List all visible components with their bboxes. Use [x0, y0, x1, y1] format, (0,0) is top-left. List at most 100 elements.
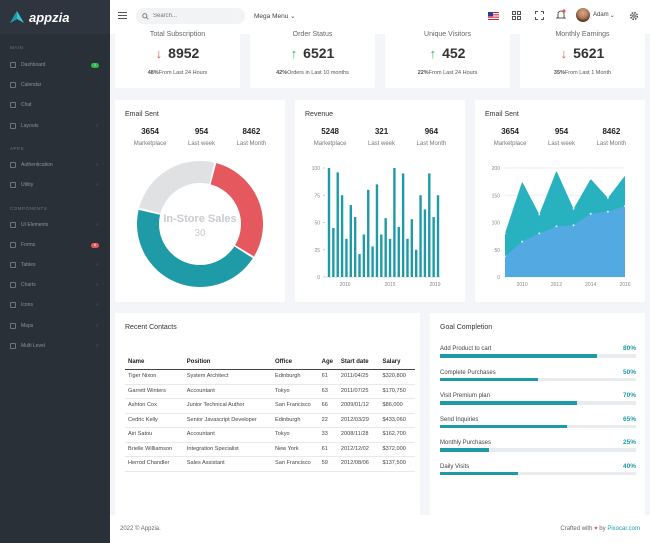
bar[interactable] — [336, 172, 339, 277]
table-row[interactable]: Herrod Chandler Sales Assistant San Franci… — [125, 456, 415, 472]
sidebar-item-dashboard[interactable]: Dashboard 1 — [0, 58, 110, 72]
area-point[interactable] — [555, 169, 558, 172]
area-point[interactable] — [589, 212, 592, 215]
table-cell: 22 — [318, 413, 338, 429]
bar[interactable] — [393, 168, 396, 277]
bar[interactable] — [327, 168, 331, 277]
logo[interactable]: appzia — [0, 0, 110, 34]
bar[interactable] — [410, 219, 414, 277]
column-header[interactable]: Start date — [337, 355, 380, 370]
bar[interactable] — [380, 234, 383, 277]
column-header[interactable]: Salary — [379, 355, 415, 370]
bar[interactable] — [384, 218, 387, 277]
bar[interactable] — [428, 173, 431, 277]
table-cell: $162,700 — [379, 427, 415, 443]
sidebar-item-multi-level[interactable]: Multi Level › — [0, 339, 110, 353]
area-point[interactable] — [555, 225, 558, 228]
bar[interactable] — [419, 195, 422, 277]
donut-slice[interactable] — [210, 163, 263, 257]
area-point[interactable] — [504, 232, 506, 235]
bar[interactable] — [367, 189, 370, 277]
stat-value-row: ↓ 8952 — [115, 45, 240, 61]
area-series[interactable] — [505, 206, 625, 277]
sidebar-item-icons[interactable]: Icons › — [0, 298, 110, 312]
bar[interactable] — [358, 254, 361, 277]
progress-fill — [440, 377, 538, 381]
bar[interactable] — [397, 226, 400, 277]
us-flag-icon[interactable] — [488, 12, 499, 20]
bar[interactable] — [340, 195, 344, 277]
area-point[interactable] — [624, 205, 626, 208]
sidebar-item-tables[interactable]: Tables › — [0, 258, 110, 272]
column-header[interactable]: Age — [318, 355, 338, 370]
stat-value: 452 — [442, 45, 466, 61]
goal-percent: 65% — [622, 415, 636, 423]
table-row[interactable]: Ashton Cox Junior Technical Author San Fra… — [125, 398, 415, 414]
area-point[interactable] — [606, 196, 609, 199]
area-point[interactable] — [538, 213, 541, 216]
table-cell: 2009/01/12 — [337, 398, 380, 414]
bar[interactable] — [388, 238, 392, 277]
bar[interactable] — [371, 246, 374, 277]
bar[interactable] — [415, 249, 418, 277]
bar[interactable] — [332, 227, 335, 277]
table-row[interactable]: Cedric Kelly Senior Javascript Developer E… — [125, 413, 415, 429]
goal-item: Send Inquiries 65% — [440, 415, 636, 428]
area-point[interactable] — [572, 207, 575, 210]
donut-slice[interactable] — [137, 209, 253, 287]
sidebar-item-charts[interactable]: Charts › — [0, 278, 110, 292]
column-header[interactable]: Position — [183, 355, 272, 370]
sidebar-item-calendar[interactable]: Calendar — [0, 78, 110, 92]
mega-menu-dropdown[interactable]: Mega Menu ⌄ — [254, 12, 296, 20]
search-input[interactable] — [153, 13, 233, 19]
apps-grid-icon[interactable] — [512, 11, 521, 20]
area-point[interactable] — [538, 232, 541, 235]
progress-fill — [440, 354, 597, 358]
hamburger-menu-icon[interactable] — [118, 12, 127, 19]
area-point[interactable] — [589, 177, 592, 180]
area-point[interactable] — [572, 224, 575, 227]
area-point[interactable] — [521, 240, 524, 243]
menu-icon — [10, 162, 16, 168]
notification-bell-icon[interactable] — [556, 9, 566, 20]
donut-chart: In-Store Sales 30 — [137, 161, 263, 287]
bar[interactable] — [432, 217, 435, 277]
column-header[interactable]: Name — [125, 355, 184, 370]
donut-slice[interactable] — [139, 161, 215, 214]
x-tick-label: 2015 — [384, 282, 395, 288]
user-menu[interactable]: Adam ⌄ — [576, 8, 615, 22]
sidebar-item-chat[interactable]: Chat — [0, 98, 110, 112]
sidebar-item-utility[interactable]: Utility › — [0, 178, 110, 192]
bar[interactable] — [423, 209, 427, 277]
area-point[interactable] — [624, 174, 626, 177]
goal-label: Add Product to cart — [440, 346, 492, 352]
bar[interactable] — [401, 173, 405, 277]
area-point[interactable] — [521, 180, 524, 183]
table-row[interactable]: Brielle Williamson Integration Specialist… — [125, 442, 415, 458]
progress-fill — [440, 471, 519, 475]
table-row[interactable]: Tiger Nixon System Architect Edinburgh 61 20… — [125, 369, 415, 385]
bar[interactable] — [353, 217, 357, 277]
bar[interactable] — [345, 238, 348, 277]
bar[interactable] — [349, 205, 352, 277]
table-cell: Accountant — [183, 384, 272, 400]
sidebar-item-forms[interactable]: Forms 6 — [0, 238, 110, 252]
sidebar-item-maps[interactable]: Maps › — [0, 319, 110, 333]
bar[interactable] — [436, 195, 440, 277]
bar[interactable] — [362, 234, 366, 277]
metric-value: 8462 — [242, 127, 261, 136]
column-header[interactable]: Office — [272, 355, 319, 370]
search-box[interactable] — [136, 8, 245, 24]
brand-link[interactable]: Pixocar.com — [607, 526, 640, 532]
area-point[interactable] — [606, 210, 609, 213]
sidebar-item-authentication[interactable]: Authentication › — [0, 158, 110, 172]
area-point[interactable] — [504, 255, 506, 258]
table-row[interactable]: Airi Satou Accountant Tokyo 33 2008/11/28 $16… — [125, 427, 415, 443]
bar[interactable] — [375, 184, 379, 277]
fullscreen-icon[interactable] — [535, 11, 544, 20]
sidebar-item-ui-elements[interactable]: UI Elements › — [0, 218, 110, 232]
table-row[interactable]: Garrett Winters Accountant Tokyo 63 2011/07/… — [125, 384, 415, 400]
sidebar-item-layouts[interactable]: Layouts › — [0, 119, 110, 133]
settings-gear-icon[interactable] — [629, 11, 639, 21]
bar[interactable] — [406, 238, 409, 277]
